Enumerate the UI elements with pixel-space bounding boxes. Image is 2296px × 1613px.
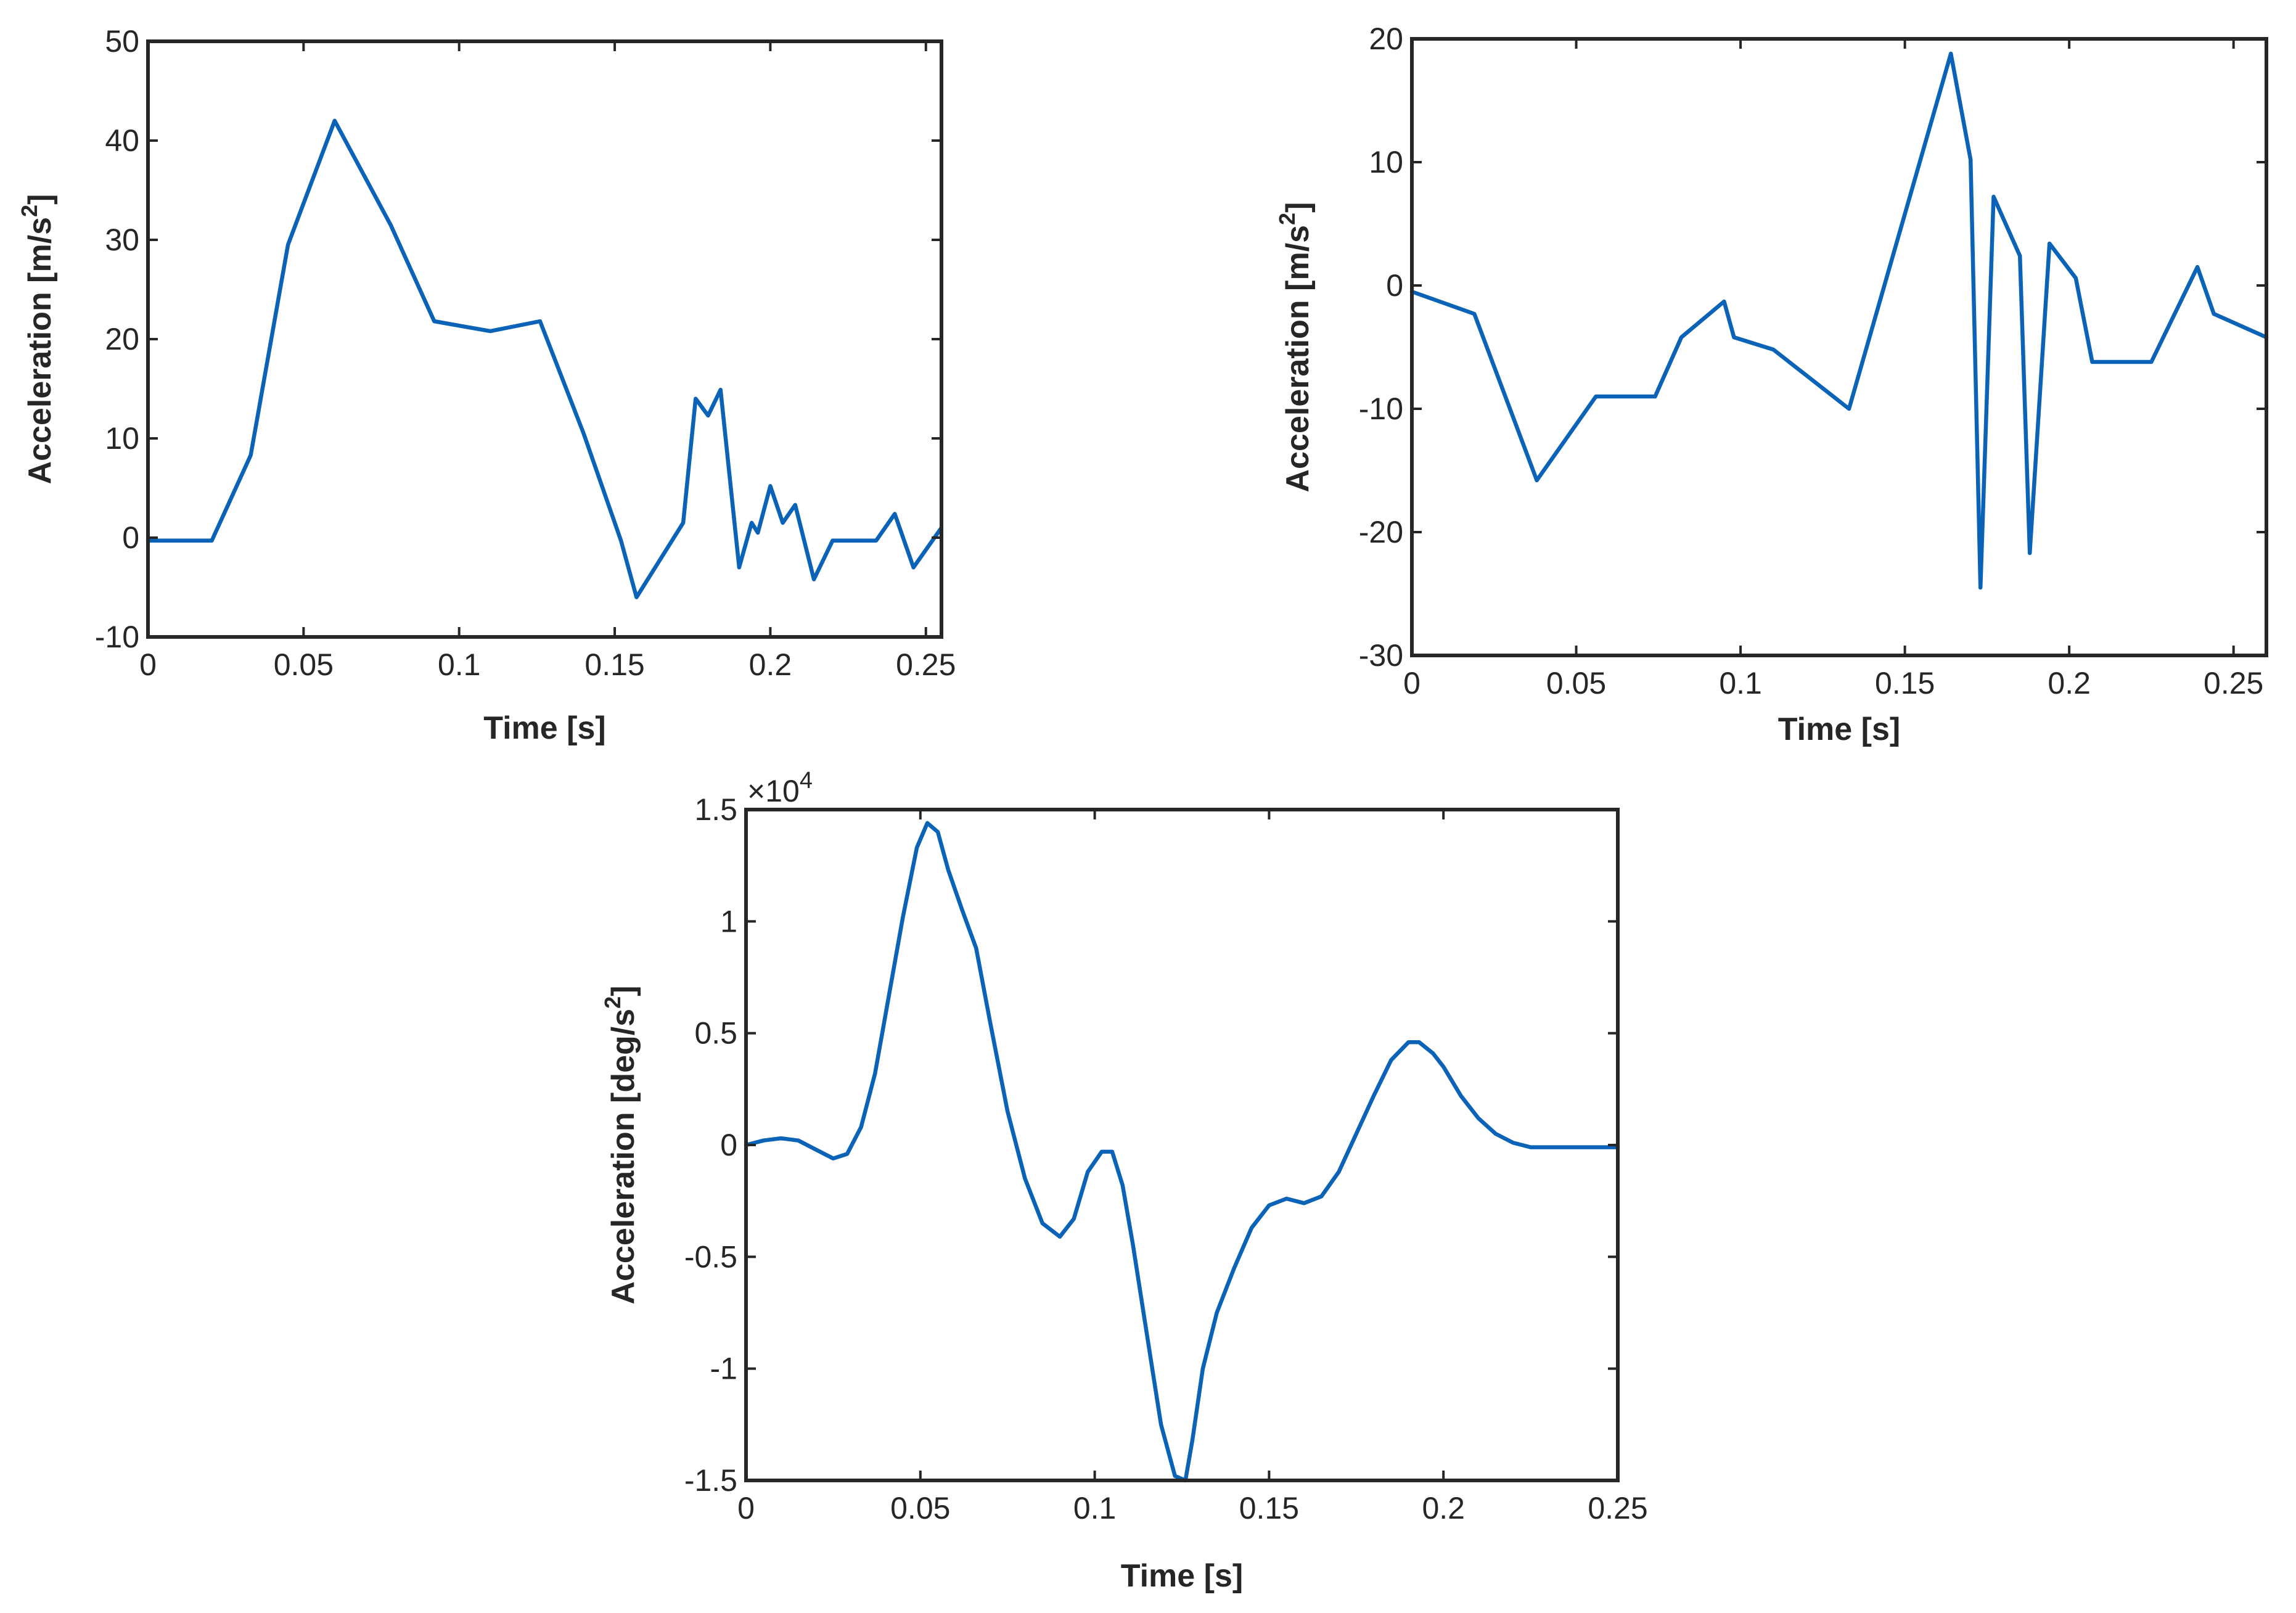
x-tick-label: 0.25 [2204, 666, 2263, 700]
x-tick-label: 0.25 [896, 647, 956, 682]
x-tick-label: 0.1 [1073, 1491, 1117, 1525]
axes-frame [1410, 37, 2268, 657]
x-tick-label: 0.15 [1875, 666, 1935, 700]
x-tick-label: 0.05 [890, 1491, 950, 1525]
y-tick-label: 50 [105, 24, 139, 59]
y-tick-label: -10 [1359, 392, 1403, 426]
y-axis-label-suffix: ] [22, 194, 58, 205]
y-tick-label: 20 [105, 322, 139, 356]
chart-2: 0 0.05 0.1 0.15 0.2 0.25 -30 -20 -10 0 10 20 Time [s… [1274, 22, 2269, 747]
x-tick-label: 0.15 [1239, 1491, 1299, 1525]
series-line [1409, 51, 2269, 590]
x-axis-label: Time [s] [1121, 1558, 1243, 1594]
y-tick-label: 10 [1369, 145, 1403, 179]
x-tick-label: 0 [139, 647, 157, 682]
x-tick-label: 0.1 [438, 647, 481, 682]
y-tick-label: 20 [1369, 22, 1403, 56]
y-axis-label-superscript: 2 [600, 996, 625, 1009]
y-tick-label: -30 [1359, 638, 1403, 673]
series-line [146, 118, 944, 599]
y-tick-label: 1 [720, 904, 737, 938]
series-line [744, 821, 1620, 1483]
y-tick-label: 0 [1386, 268, 1403, 303]
axes-frame [744, 808, 1620, 1482]
y-tick-label: 0 [122, 520, 139, 555]
x-tick-label: 0.05 [274, 647, 334, 682]
y-tick-label: 0.5 [694, 1016, 737, 1051]
y-multiplier-base: ×10 [747, 774, 800, 808]
y-multiplier-exponent: 4 [800, 768, 813, 794]
y-tick-label: -0.5 [684, 1239, 737, 1274]
y-tick-label: -10 [95, 620, 139, 654]
axes-frame [146, 39, 943, 639]
y-tick-label: -1 [710, 1352, 737, 1386]
x-axis-label: Time [s] [483, 710, 605, 746]
x-axis-label: Time [s] [1778, 712, 1900, 747]
y-axis-label-main: Acceleration [m/s [1280, 225, 1316, 493]
y-axis-label-suffix: ] [1280, 202, 1316, 213]
y-axis-label-main: Acceleration [m/s [22, 217, 58, 485]
y-axis-label: Acceleration [m/s2] [1274, 202, 1316, 493]
x-tick-label: 0.15 [584, 647, 644, 682]
y-axis-label-main: Acceleration [deg/s [605, 1009, 641, 1305]
x-tick-label: 0.2 [749, 647, 792, 682]
y-multiplier: ×104 [747, 768, 813, 808]
x-tick-label: 0.1 [1719, 666, 1762, 700]
x-tick-label: 0.25 [1588, 1491, 1647, 1525]
chart-3: 0 0.05 0.1 0.15 0.2 0.25 -1.5 -1 -0.5 0 0.5 1 1.5 Tim… [600, 768, 1648, 1594]
y-axis-label-superscript: 2 [1274, 213, 1300, 225]
y-tick-label: 30 [105, 223, 139, 257]
x-tick-label: 0.05 [1546, 666, 1606, 700]
y-axis-label: Acceleration [deg/s2] [600, 985, 641, 1304]
x-tick-label: 0 [737, 1491, 755, 1525]
y-tick-label: 40 [105, 123, 139, 158]
x-tick-label: 0.2 [2048, 666, 2091, 700]
y-tick-label: 1.5 [694, 792, 737, 827]
x-tick-label: 0 [1403, 666, 1421, 700]
y-tick-label: -20 [1359, 515, 1403, 549]
y-axis-label-suffix: ] [605, 985, 641, 996]
x-tick-label: 0.2 [1422, 1491, 1465, 1525]
y-axis-label: Acceleration [m/s2] [17, 194, 58, 485]
y-tick-label: 0 [720, 1128, 737, 1162]
y-axis-label-superscript: 2 [17, 205, 42, 217]
y-tick-label: -1.5 [684, 1463, 737, 1498]
y-tick-label: 10 [105, 421, 139, 456]
